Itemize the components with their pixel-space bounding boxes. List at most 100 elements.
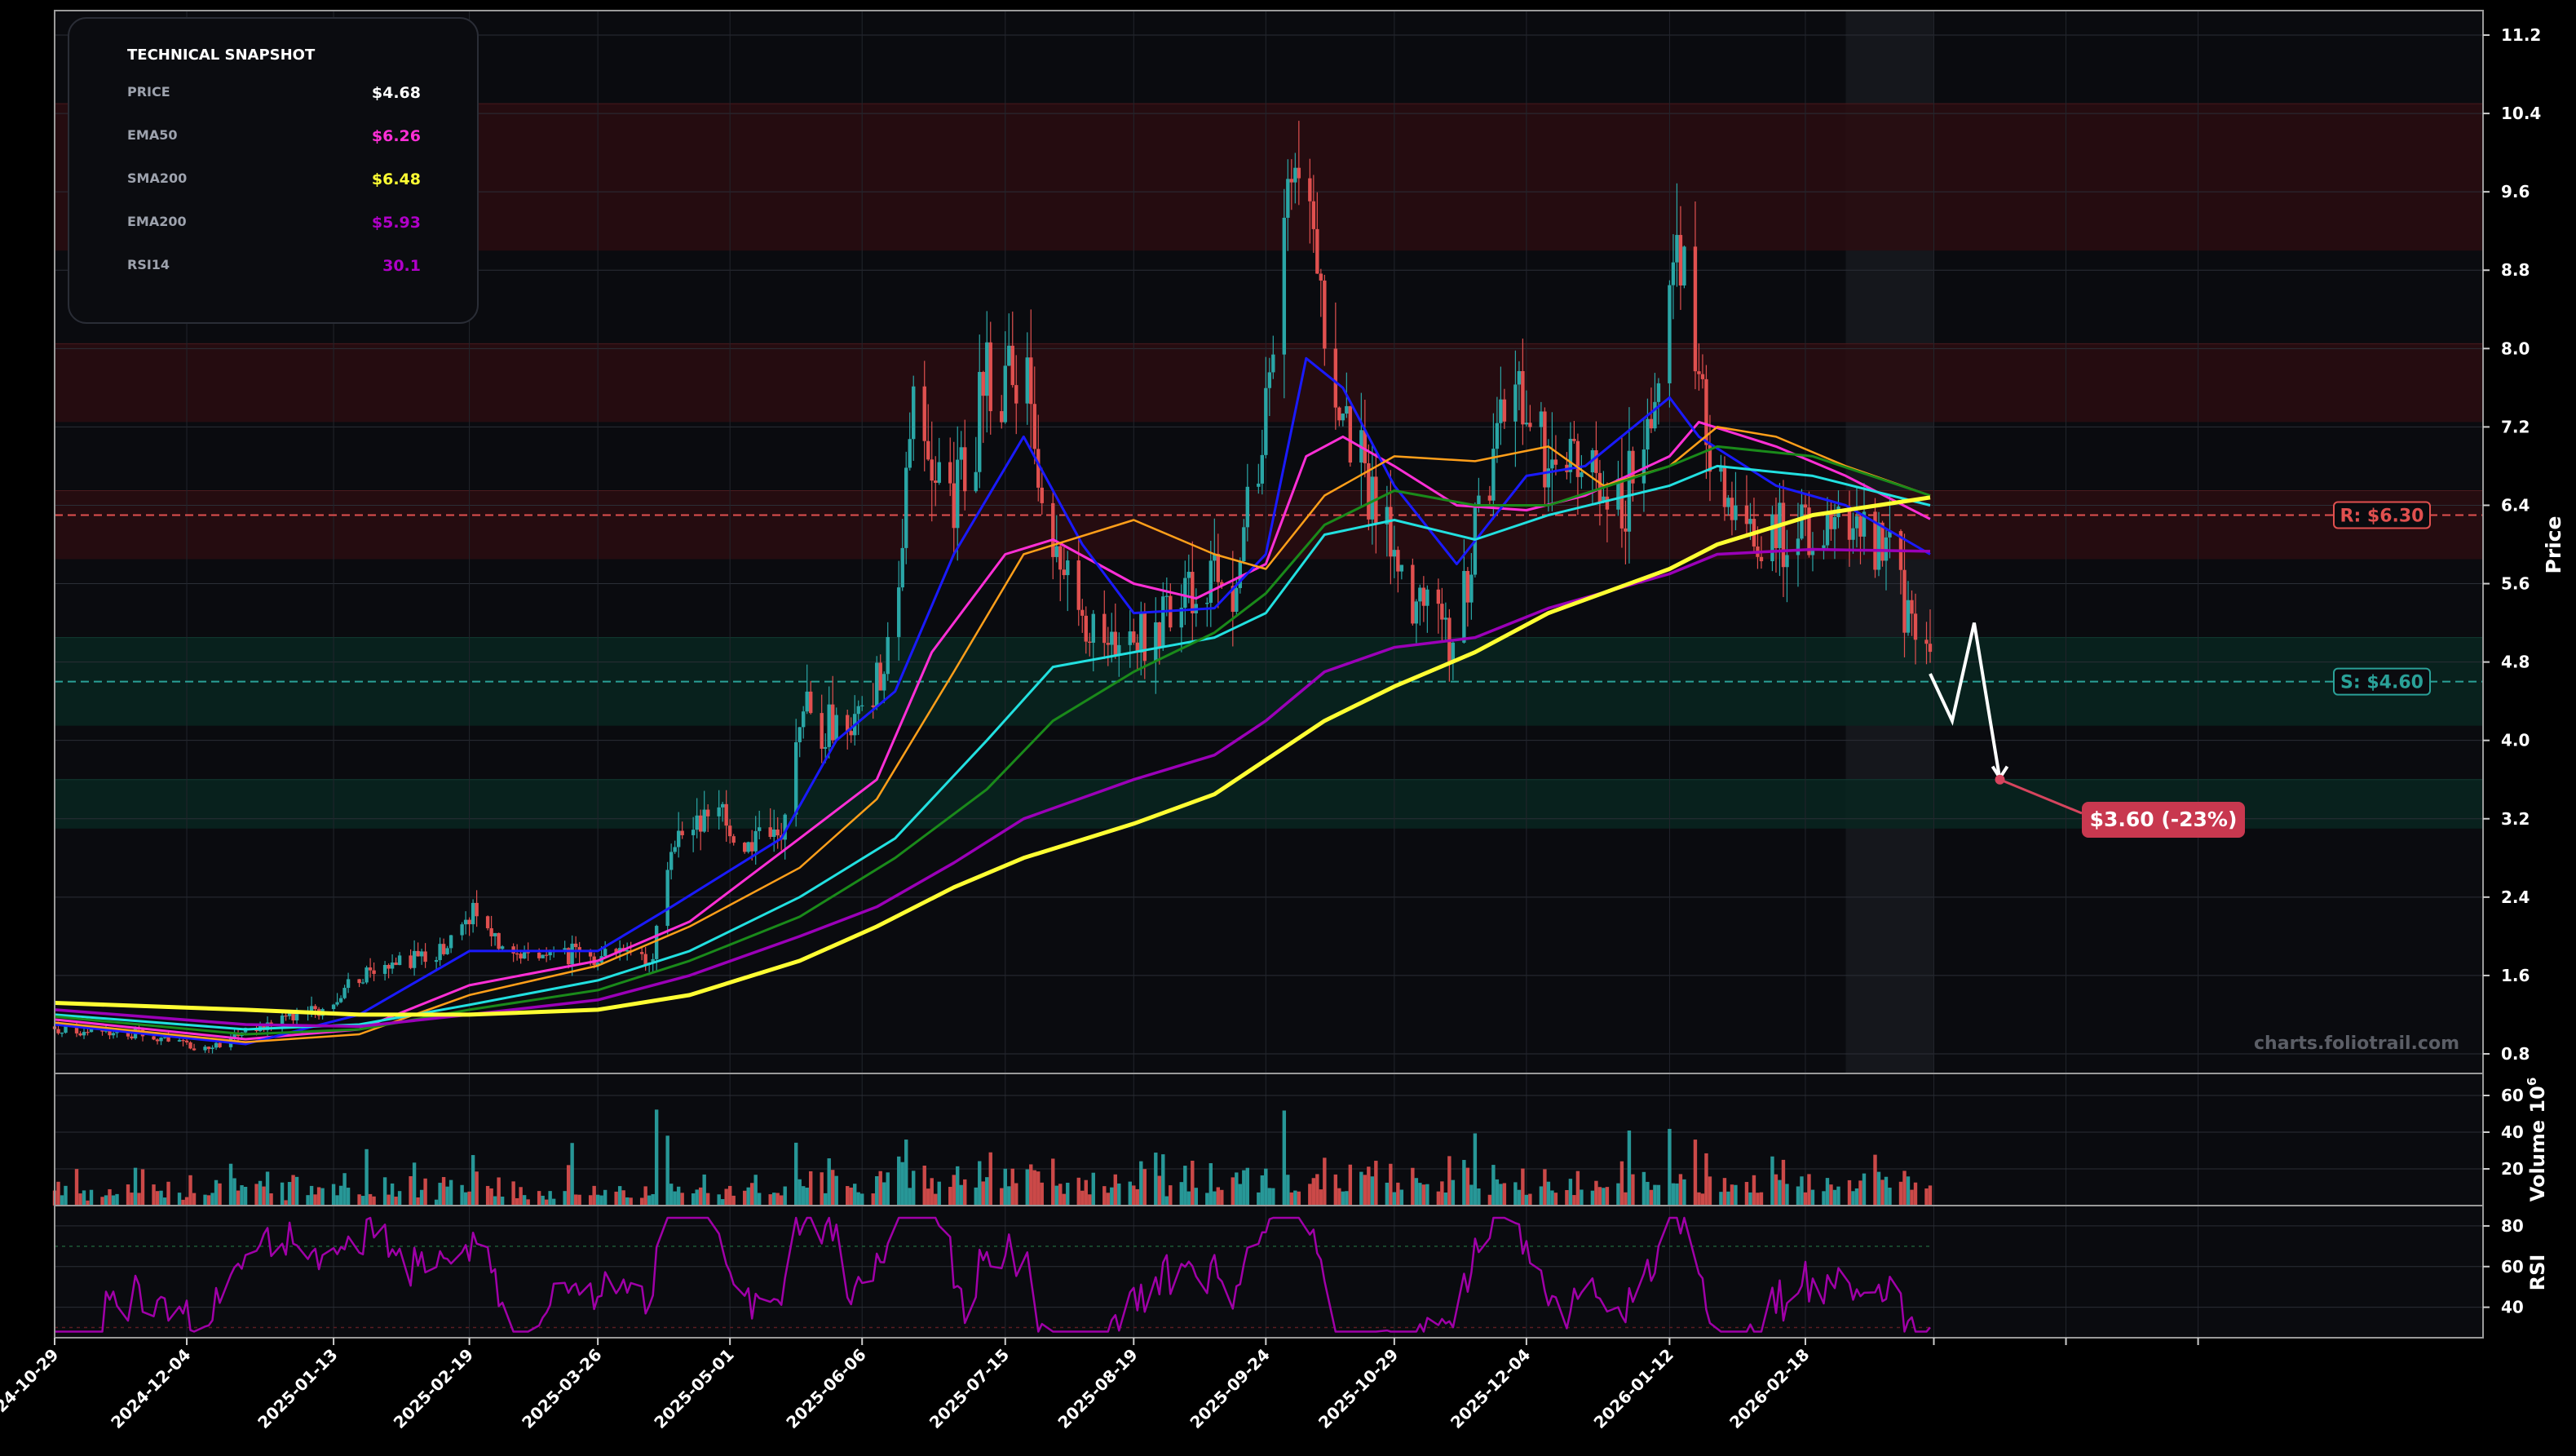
candle bbox=[680, 821, 684, 839]
candle bbox=[1029, 309, 1033, 450]
volume-bar bbox=[152, 1184, 156, 1206]
indicator-lines bbox=[54, 356, 1931, 1046]
candle-body bbox=[1289, 179, 1294, 183]
snapshot-row-ema50: EMA50 $6.26 bbox=[127, 127, 421, 145]
candle-body bbox=[1154, 622, 1158, 662]
candle bbox=[1668, 280, 1672, 408]
volume-bar bbox=[860, 1193, 864, 1206]
candle-body bbox=[1873, 511, 1877, 570]
volume-bar bbox=[768, 1194, 772, 1206]
volume-bar bbox=[1477, 1188, 1481, 1206]
candle-body bbox=[1164, 595, 1169, 597]
candle bbox=[1293, 153, 1297, 204]
volume-bar bbox=[1539, 1186, 1544, 1206]
candle-body bbox=[111, 1033, 116, 1036]
volume-bar bbox=[1910, 1189, 1914, 1206]
volume-bar bbox=[188, 1175, 192, 1206]
volume-bar bbox=[86, 1200, 90, 1206]
rsi-grid bbox=[54, 1206, 2483, 1338]
volume-bar bbox=[1873, 1154, 1877, 1206]
snapshot-row-value: $4.68 bbox=[372, 84, 421, 102]
volume-bar bbox=[306, 1195, 310, 1206]
candle-body bbox=[639, 952, 644, 954]
candle-body bbox=[1770, 514, 1774, 562]
volume-bar bbox=[1499, 1184, 1503, 1206]
volume-bar bbox=[1906, 1176, 1911, 1206]
candle-body bbox=[56, 1029, 60, 1033]
candle-body bbox=[1785, 555, 1789, 568]
candle-body bbox=[78, 1033, 82, 1036]
candle-body bbox=[695, 815, 699, 830]
candle-body bbox=[1671, 262, 1676, 285]
candle-body bbox=[1572, 439, 1576, 441]
candle-body bbox=[1308, 178, 1312, 201]
volume-bar bbox=[1521, 1168, 1525, 1206]
candle-body bbox=[1132, 631, 1136, 643]
volume-bar bbox=[1708, 1176, 1712, 1206]
candle-body bbox=[162, 1037, 167, 1038]
volume-bar bbox=[1546, 1181, 1551, 1206]
volume-bar bbox=[1282, 1110, 1287, 1206]
volume-bar bbox=[930, 1178, 934, 1206]
candle bbox=[1183, 560, 1187, 626]
candle-body bbox=[1392, 550, 1397, 557]
candle bbox=[1036, 414, 1041, 502]
candle-body bbox=[159, 1038, 163, 1042]
candle bbox=[159, 1037, 163, 1046]
candle bbox=[1884, 529, 1889, 591]
candle-body bbox=[1040, 487, 1044, 503]
support-resistance-levels: R: $6.30 S: $4.60 bbox=[55, 501, 2483, 696]
candle bbox=[570, 935, 574, 976]
candle bbox=[809, 680, 813, 715]
candle bbox=[1539, 401, 1544, 448]
volume-bar bbox=[566, 1165, 571, 1206]
volume-bar bbox=[757, 1193, 762, 1206]
candle-body bbox=[563, 948, 567, 952]
volume-bar bbox=[908, 1188, 912, 1206]
volume-bar bbox=[441, 1177, 446, 1206]
volume-tick-label: 40 bbox=[2501, 1122, 2524, 1142]
snapshot-row-label: EMA50 bbox=[127, 127, 178, 143]
volume-tick-label: 60 bbox=[2501, 1086, 2524, 1105]
volume-bar bbox=[177, 1193, 182, 1206]
candle-body bbox=[1091, 613, 1095, 643]
candle-body bbox=[1748, 519, 1752, 524]
volume-bar bbox=[1465, 1167, 1470, 1206]
volume-bar bbox=[912, 1171, 916, 1206]
candle bbox=[1906, 581, 1911, 636]
volume-bar bbox=[1267, 1188, 1272, 1206]
candle-body bbox=[460, 924, 464, 936]
volume-bar bbox=[1257, 1192, 1261, 1206]
candle bbox=[802, 706, 806, 739]
volume-bar bbox=[1700, 1193, 1705, 1206]
candle-body bbox=[1186, 572, 1191, 578]
candle bbox=[1154, 597, 1158, 694]
candle-body bbox=[746, 842, 750, 852]
volume-bar bbox=[1271, 1188, 1275, 1206]
volume-bar bbox=[1924, 1188, 1929, 1206]
candle-body bbox=[1245, 486, 1250, 528]
candle bbox=[1913, 593, 1918, 665]
volume-bar bbox=[1337, 1188, 1341, 1206]
candle-body bbox=[130, 1036, 134, 1038]
volume-bar bbox=[1627, 1130, 1632, 1206]
candle-body bbox=[1825, 514, 1830, 546]
watermark: charts.foliotrail.com bbox=[2254, 1033, 2459, 1054]
volume-bar bbox=[1898, 1181, 1903, 1206]
volume-bar bbox=[643, 1186, 647, 1206]
volume-bar bbox=[1517, 1189, 1522, 1206]
volume-bar bbox=[705, 1193, 710, 1206]
candle bbox=[673, 840, 677, 854]
candle bbox=[1205, 597, 1209, 627]
volume-bar bbox=[625, 1197, 630, 1206]
volume-bar bbox=[570, 1143, 574, 1206]
volume-bar bbox=[717, 1194, 721, 1206]
candle bbox=[1389, 470, 1393, 585]
candle bbox=[1425, 585, 1429, 633]
candle-body bbox=[875, 662, 879, 707]
volume-bar bbox=[159, 1190, 163, 1206]
volume-bar bbox=[771, 1193, 776, 1206]
candle-body bbox=[878, 662, 882, 691]
volume-bar bbox=[952, 1175, 956, 1206]
volume-bar bbox=[1436, 1191, 1441, 1206]
